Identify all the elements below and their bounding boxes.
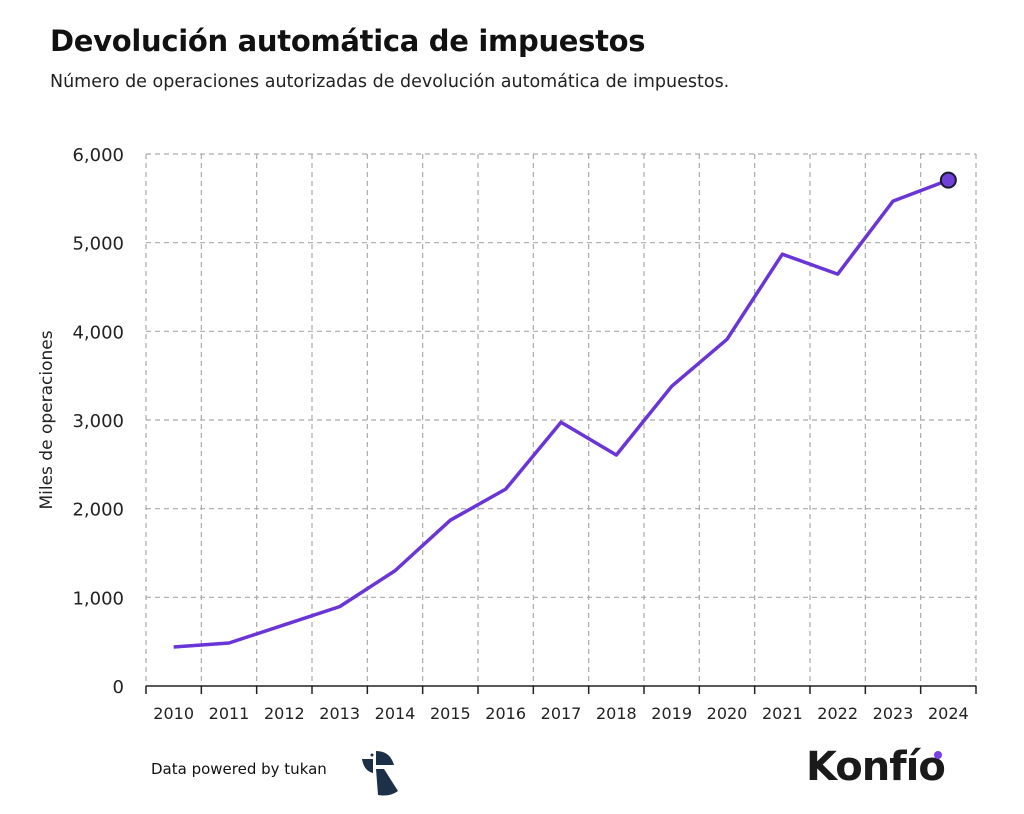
y-tick-label: 6,000 bbox=[72, 145, 124, 166]
line-chart: 0 1,000 2,000 3,000 4,000 5,000 6,000 2010 2011 2… bbox=[37, 145, 977, 723]
y-axis-label: Miles de operaciones bbox=[37, 330, 57, 509]
chart-title: Devolución automática de impuestos bbox=[50, 24, 646, 58]
data-point bbox=[939, 171, 957, 189]
y-tick-label: 2,000 bbox=[72, 500, 124, 521]
x-tick-label: 2010 bbox=[153, 704, 194, 723]
x-tick-label: 2024 bbox=[928, 704, 969, 723]
x-tick-label: 2017 bbox=[541, 704, 582, 723]
series-line bbox=[173, 178, 949, 649]
y-tick-label: 1,000 bbox=[72, 588, 124, 609]
grid bbox=[145, 153, 977, 686]
x-tick-label: 2016 bbox=[485, 704, 526, 723]
footer-credit: Data powered by tukan bbox=[151, 760, 327, 778]
x-tick-label: 2020 bbox=[707, 704, 748, 723]
y-tick-label: 0 bbox=[113, 677, 124, 698]
x-tick-label: 2014 bbox=[375, 704, 416, 723]
konfio-logo: Konfío bbox=[806, 744, 946, 790]
x-tick-label: 2015 bbox=[430, 704, 471, 723]
x-tick-label: 2021 bbox=[762, 704, 803, 723]
x-tick-label: 2011 bbox=[209, 704, 250, 723]
x-tick-label: 2018 bbox=[596, 704, 637, 723]
y-tick-label: 5,000 bbox=[72, 234, 124, 255]
x-tick-label: 2022 bbox=[817, 704, 858, 723]
y-tick-label: 4,000 bbox=[72, 322, 124, 343]
x-tick-label: 2023 bbox=[873, 704, 914, 723]
series bbox=[173, 171, 957, 649]
axes: 0 1,000 2,000 3,000 4,000 5,000 6,000 2010 2011 2… bbox=[72, 145, 977, 723]
x-tick-label: 2012 bbox=[264, 704, 305, 723]
konfio-logo-dot bbox=[934, 751, 942, 759]
chart-subtitle: Número de operaciones autorizadas de dev… bbox=[50, 72, 730, 92]
x-tick-label: 2019 bbox=[651, 704, 692, 723]
tukan-logo bbox=[362, 751, 398, 796]
y-tick-label: 3,000 bbox=[72, 411, 124, 432]
x-tick-label: 2013 bbox=[319, 704, 360, 723]
